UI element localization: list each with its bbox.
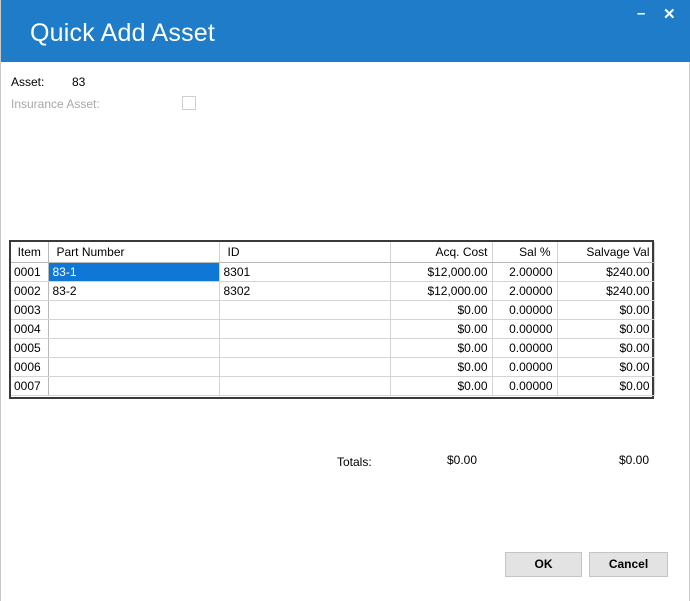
cancel-button[interactable]: Cancel [589,552,668,577]
close-icon[interactable]: ✕ [663,6,676,23]
column-header-salvage-val[interactable]: Salvage Val [557,242,655,263]
cell-part-number[interactable] [48,376,220,396]
cell-id[interactable] [219,376,391,396]
cell-acq-cost[interactable]: $0.00 [390,338,493,358]
cell-acq-cost[interactable]: $0.00 [390,376,493,396]
table-row[interactable]: 0007 $0.00 0.00000 $0.00 [11,376,655,396]
cell-item: 0005 [11,338,49,358]
column-header-id[interactable]: ID [219,242,391,263]
ok-button[interactable]: OK [505,552,582,577]
cell-salvage-val[interactable]: $0.00 [557,376,655,396]
table-row[interactable]: 0004 $0.00 0.00000 $0.00 [11,319,655,339]
cell-acq-cost[interactable]: $12,000.00 [390,262,493,282]
cell-id[interactable]: 8302 [219,281,391,301]
column-header-item[interactable]: Item [11,242,49,263]
table-row[interactable]: 0002 83-2 8302 $12,000.00 2.00000 $240.00 [11,281,655,301]
cell-acq-cost[interactable]: $0.00 [390,300,493,320]
cell-acq-cost[interactable]: $0.00 [390,319,493,339]
dialog-title: Quick Add Asset [30,19,216,47]
cell-acq-cost[interactable]: $0.00 [390,357,493,377]
cell-item: 0004 [11,319,49,339]
cell-sal-pct[interactable]: 0.00000 [492,357,558,377]
cell-id[interactable] [219,300,391,320]
insurance-asset-label: Insurance Asset: [11,97,100,111]
minimize-icon[interactable]: – [637,5,646,22]
cell-sal-pct[interactable]: 2.00000 [492,281,558,301]
cell-id[interactable]: 8301 [219,262,391,282]
cell-sal-pct[interactable]: 0.00000 [492,376,558,396]
cell-salvage-val[interactable]: $0.00 [557,338,655,358]
cell-salvage-val[interactable]: $240.00 [557,281,655,301]
cell-salvage-val[interactable]: $0.00 [557,319,655,339]
cell-part-number[interactable] [48,300,220,320]
totals-acq-cost: $0.00 [447,453,478,467]
totals-label: Totals: [337,455,372,469]
asset-label: Asset: [11,75,45,89]
cell-item: 0002 [11,281,49,301]
column-header-part-number[interactable]: Part Number [48,242,220,263]
cell-acq-cost[interactable]: $12,000.00 [390,281,493,301]
cell-id[interactable] [219,357,391,377]
cell-part-number[interactable]: 83-1 [48,262,220,282]
cell-item: 0007 [11,376,49,396]
cell-salvage-val[interactable]: $240.00 [557,262,655,282]
title-bar: Quick Add Asset – ✕ [1,0,690,62]
table-row[interactable]: 0006 $0.00 0.00000 $0.00 [11,357,655,377]
cell-part-number[interactable]: 83-2 [48,281,220,301]
insurance-asset-checkbox[interactable] [182,96,196,110]
parts-grid: Item Part Number ID Acq. Cost Sal % Salv… [9,240,655,399]
cell-sal-pct[interactable]: 0.00000 [492,319,558,339]
cell-id[interactable] [219,338,391,358]
asset-value: 83 [72,75,86,89]
column-header-acq-cost[interactable]: Acq. Cost [390,242,493,263]
cell-sal-pct[interactable]: 2.00000 [492,262,558,282]
parts-table: Item Part Number ID Acq. Cost Sal % Salv… [11,242,655,396]
cell-id[interactable] [219,319,391,339]
table-row[interactable]: 0001 83-1 8301 $12,000.00 2.00000 $240.00 [11,262,655,282]
table-row[interactable]: 0003 $0.00 0.00000 $0.00 [11,300,655,320]
table-header-row: Item Part Number ID Acq. Cost Sal % Salv… [11,242,655,263]
cell-part-number[interactable] [48,338,220,358]
cell-item: 0006 [11,357,49,377]
cell-item: 0001 [11,262,49,282]
cell-salvage-val[interactable]: $0.00 [557,300,655,320]
cell-sal-pct[interactable]: 0.00000 [492,300,558,320]
cell-part-number[interactable] [48,319,220,339]
cell-item: 0003 [11,300,49,320]
table-row[interactable]: 0005 $0.00 0.00000 $0.00 [11,338,655,358]
column-header-sal-pct[interactable]: Sal % [492,242,558,263]
cell-sal-pct[interactable]: 0.00000 [492,338,558,358]
cell-salvage-val[interactable]: $0.00 [557,357,655,377]
cell-part-number[interactable] [48,357,220,377]
totals-salvage-val: $0.00 [619,453,650,467]
